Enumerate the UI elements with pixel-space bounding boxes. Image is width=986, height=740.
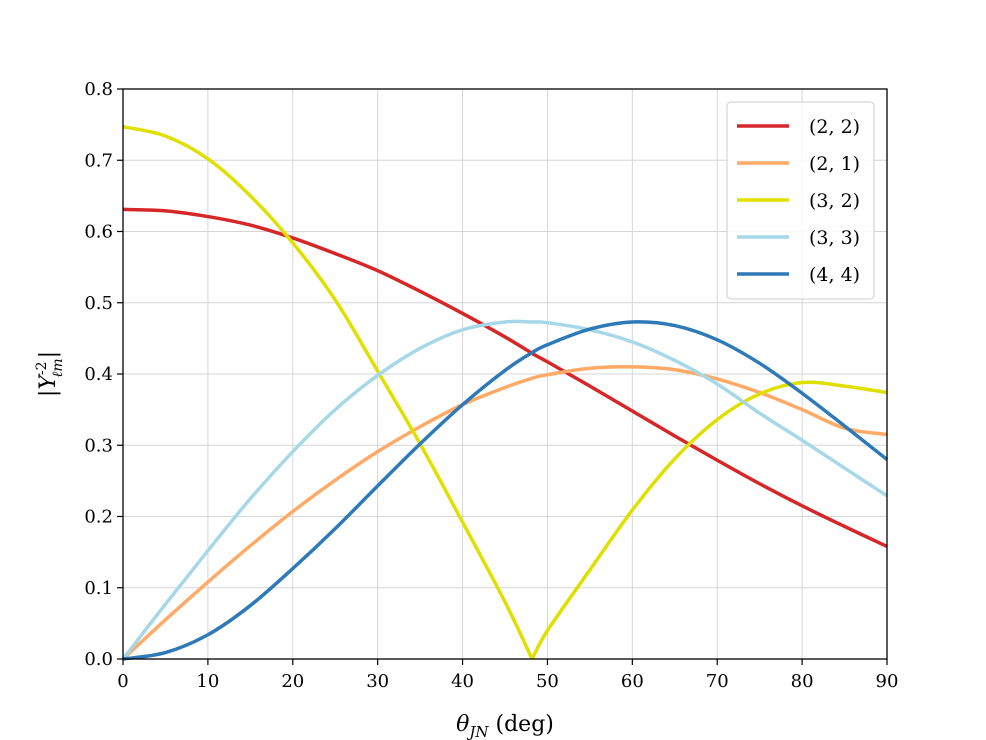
series-line-4	[122, 320, 889, 661]
y-tick-label: 0.3	[84, 435, 113, 456]
legend-label: (4, 4)	[809, 264, 860, 286]
x-tick-label: 60	[621, 671, 644, 692]
y-tick-label: 0.0	[84, 649, 113, 670]
legend: (2, 2) (2, 1) (3, 2) (3, 3) (4, 4)	[726, 101, 875, 300]
x-tick-label: 80	[791, 671, 814, 692]
x-axis-label: θJN (deg)	[456, 712, 554, 740]
x-tick-label: 50	[536, 671, 559, 692]
x-tick-label: 0	[117, 671, 128, 692]
legend-box	[726, 101, 875, 300]
y-tick-label: 0.5	[84, 293, 113, 314]
series-line-0	[122, 207, 888, 549]
y-tick-label: 0.1	[84, 578, 113, 599]
y-tick-label: 0.8	[84, 79, 113, 100]
axis-ticks: 0 10 20 30 40 50 60 70 80 90 0.0 0.1 0.2 0.3 0.4 0.5 0.6…	[84, 79, 898, 692]
series-lines	[121, 125, 889, 661]
x-tick-label: 90	[876, 671, 899, 692]
series-line-3	[121, 319, 888, 661]
x-tick-label: 20	[281, 671, 304, 692]
y-tick-label: 0.6	[84, 222, 113, 243]
legend-label: (3, 3)	[809, 227, 860, 249]
x-tick-label: 40	[451, 671, 474, 692]
y-tick-label: 0.4	[84, 364, 113, 385]
x-tick-label: 70	[706, 671, 729, 692]
y-axis-label: |Y-2ℓm|	[34, 351, 66, 397]
x-tick-label: 30	[366, 671, 389, 692]
axis-labels: θJN (deg) |Y-2ℓm|	[34, 351, 554, 740]
x-tick-label: 10	[196, 671, 219, 692]
y-tick-label: 0.7	[84, 150, 113, 171]
legend-label: (2, 2)	[809, 116, 860, 138]
legend-label: (2, 1)	[809, 153, 860, 175]
y-tick-label: 0.2	[84, 507, 113, 528]
legend-label: (3, 2)	[809, 190, 860, 212]
series-line-2	[122, 125, 888, 660]
series-line-1	[121, 365, 888, 661]
